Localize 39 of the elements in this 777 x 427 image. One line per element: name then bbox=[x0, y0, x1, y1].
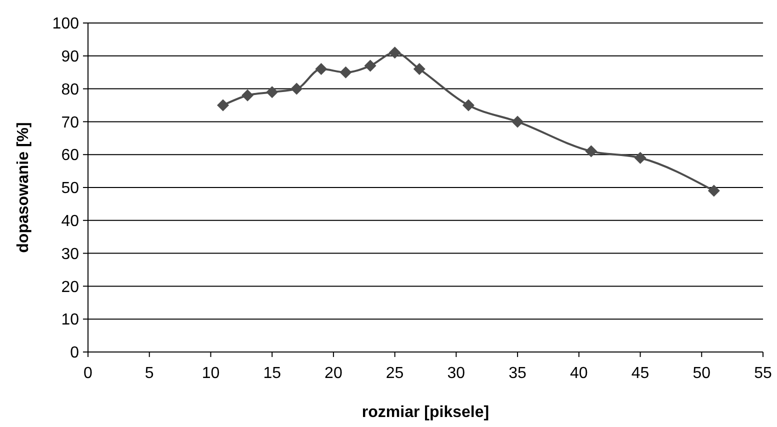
x-tick-label: 5 bbox=[144, 365, 154, 382]
y-tick-label: 0 bbox=[70, 344, 80, 362]
x-axis-title: rozmiar [piksele] bbox=[362, 404, 490, 421]
x-tick-label: 40 bbox=[570, 365, 588, 382]
point bbox=[708, 184, 720, 197]
y-tick-label: 20 bbox=[61, 278, 80, 296]
point bbox=[462, 99, 474, 112]
x-tick-label: 15 bbox=[263, 365, 282, 382]
point bbox=[290, 82, 303, 95]
x-tick-label: 30 bbox=[447, 365, 466, 382]
x-tick-label: 0 bbox=[84, 365, 93, 382]
point bbox=[585, 145, 598, 158]
x-tick-label: 25 bbox=[386, 365, 404, 382]
x-tick-label: 10 bbox=[202, 365, 220, 382]
x-tick-label: 20 bbox=[324, 365, 342, 382]
point bbox=[266, 86, 278, 98]
y-tick-label: 80 bbox=[61, 81, 80, 98]
x-tick-label: 35 bbox=[508, 365, 527, 382]
x-tick-label: 45 bbox=[631, 365, 650, 382]
y-tick-label: 90 bbox=[61, 48, 80, 66]
x-tick-label: 50 bbox=[692, 365, 711, 382]
point bbox=[217, 99, 229, 112]
y-tick-label: 50 bbox=[61, 180, 80, 198]
point bbox=[512, 116, 524, 128]
point bbox=[364, 60, 376, 72]
x-tick-label: 55 bbox=[754, 365, 772, 382]
point bbox=[315, 63, 328, 76]
y-tick-label: 10 bbox=[61, 312, 80, 329]
y-tick-label: 30 bbox=[61, 246, 80, 263]
y-tick-label: 40 bbox=[61, 213, 80, 230]
point bbox=[388, 46, 401, 59]
y-tick-label: 100 bbox=[52, 16, 80, 33]
y-tick-label: 60 bbox=[61, 147, 80, 164]
y-axis-title: dopasowanie [%] bbox=[15, 122, 32, 253]
point bbox=[634, 152, 646, 164]
y-tick-label: 70 bbox=[61, 114, 80, 132]
point bbox=[242, 89, 254, 102]
point bbox=[413, 63, 426, 76]
point bbox=[340, 66, 352, 78]
